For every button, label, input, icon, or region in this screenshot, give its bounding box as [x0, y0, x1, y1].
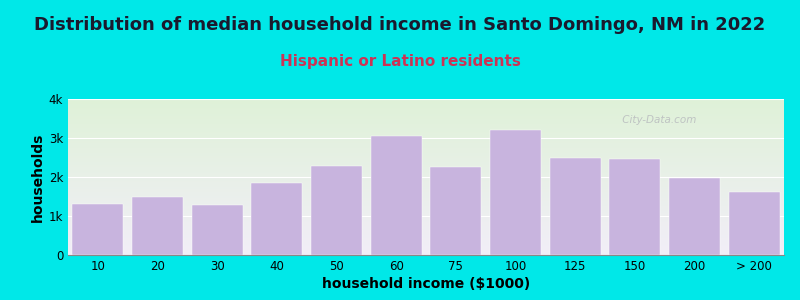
Text: Hispanic or Latino residents: Hispanic or Latino residents [279, 54, 521, 69]
X-axis label: household income ($1000): household income ($1000) [322, 277, 530, 291]
Bar [73, 204, 123, 255]
Bar [490, 130, 541, 255]
Bar [371, 136, 422, 255]
Bar [132, 196, 183, 255]
Text: Distribution of median household income in Santo Domingo, NM in 2022: Distribution of median household income … [34, 16, 766, 34]
Bar [669, 178, 720, 255]
Y-axis label: households: households [30, 132, 45, 222]
Bar [430, 167, 481, 255]
Bar [610, 159, 660, 255]
Bar [311, 166, 362, 255]
Bar [550, 158, 601, 255]
Bar [251, 183, 302, 255]
Bar [192, 205, 242, 255]
Bar [729, 192, 779, 255]
Text: City-Data.com: City-Data.com [619, 115, 697, 124]
